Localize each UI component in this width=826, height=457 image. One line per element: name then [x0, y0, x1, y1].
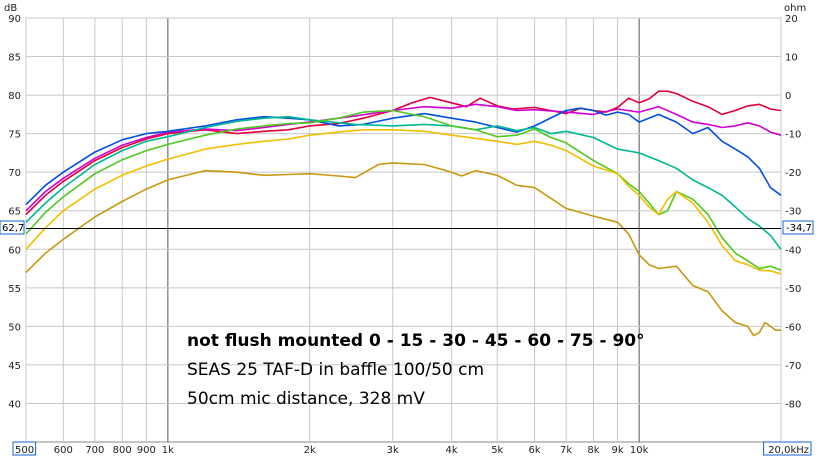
x-tick-10: 6k: [529, 445, 541, 456]
x-tick-5: 1k: [162, 445, 174, 456]
x-tick-0: 500: [15, 445, 34, 456]
y-left-tick-9: 45: [8, 361, 21, 372]
grid-lines: [25, 17, 782, 442]
y-right-tick-0: 20: [785, 14, 798, 25]
y-left-tick-5: 65: [8, 207, 21, 218]
x-tick-13: 9k: [611, 445, 623, 456]
x-tick-2: 700: [85, 445, 104, 456]
y-right-tick-2: 0: [785, 91, 791, 102]
right-axis-unit: ohm: [784, 3, 806, 14]
x-tick-6: 2k: [304, 445, 316, 456]
y-left-tick-3: 75: [8, 130, 21, 141]
y-left-tick-2: 80: [8, 91, 21, 102]
response-curves: [25, 90, 782, 337]
axis-ticks: 90 85 80 75 70 65 60 55 50 45 40 20 10 0 -10 -20 -30 -40 -…: [8, 14, 812, 456]
y-left-tick-0: 90: [8, 14, 21, 25]
x-tick-14: 10k: [630, 445, 649, 456]
x-tick-box-0: [12, 441, 37, 456]
y-left-tick-6: 60: [8, 245, 21, 256]
y-right-tick-1: 10: [785, 53, 798, 64]
y-right-tick-10: -80: [785, 399, 801, 410]
y-left-tick-10: 40: [8, 399, 21, 410]
x-tick-3: 800: [113, 445, 132, 456]
x-tick-1: 600: [54, 445, 73, 456]
y-right-tick-6: -40: [785, 245, 801, 256]
cursor-labels: 62,7 -34,7: [0, 220, 814, 235]
curve-6: [25, 162, 781, 337]
curve-5: [25, 129, 782, 275]
y-left-tick-4: 70: [8, 168, 21, 179]
x-tick-12: 8k: [587, 445, 599, 456]
x-tick-4: 900: [137, 445, 156, 456]
curve-1: [25, 103, 782, 212]
y-right-tick-5: -30: [785, 207, 801, 218]
y-right-tick-9: -70: [785, 361, 801, 372]
y-right-tick-3: -10: [785, 130, 801, 141]
y-right-tick-8: -60: [785, 322, 801, 333]
curve-4: [25, 109, 782, 271]
annotation-driver: SEAS 25 TAF-D in baffle 100/50 cm: [187, 360, 484, 380]
x-tick-box-15: [763, 441, 812, 456]
cursor-right-label: -34,7: [786, 223, 812, 234]
plot-background: [25, 17, 782, 443]
x-tick-15: 20,0kHz: [768, 445, 809, 456]
x-tick-8: 4k: [446, 445, 458, 456]
y-right-tick-4: -20: [785, 168, 801, 179]
curve-3: [25, 115, 782, 250]
annotation-measurement: 50cm mic distance, 328 mV: [187, 389, 425, 409]
x-tick-9: 5k: [491, 445, 503, 456]
curve-2: [25, 107, 782, 206]
x-tick-7: 3k: [387, 445, 399, 456]
y-right-tick-7: -50: [785, 284, 801, 295]
x-tick-11: 7k: [560, 445, 572, 456]
y-left-tick-1: 85: [8, 53, 21, 64]
cursor-left-label: 62,7: [2, 223, 24, 234]
annotation-title: not flush mounted 0 - 15 - 30 - 45 - 60 …: [187, 331, 645, 351]
y-left-tick-8: 50: [8, 322, 21, 333]
left-axis-unit: dB: [4, 3, 17, 14]
y-left-tick-7: 55: [8, 284, 21, 295]
